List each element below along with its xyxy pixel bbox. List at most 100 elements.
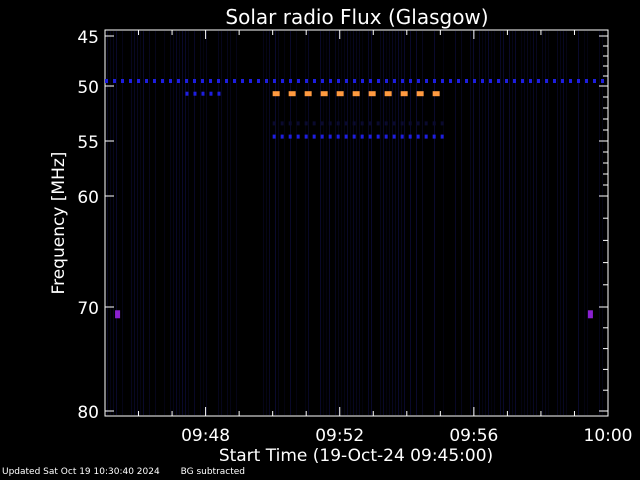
emission-segment xyxy=(280,134,284,139)
emission-segment xyxy=(305,79,308,83)
noise-streak xyxy=(140,31,141,415)
noise-streak xyxy=(389,31,390,415)
emission-segment xyxy=(288,91,296,97)
noise-streak xyxy=(395,31,396,415)
emission-segment xyxy=(193,91,197,96)
x-axis-label: Start Time (19-Oct-24 09:45:00) xyxy=(219,446,493,466)
noise-streak xyxy=(221,31,222,415)
emission-segment xyxy=(233,79,236,83)
emission-segment xyxy=(345,79,348,83)
emission-segment xyxy=(432,121,436,126)
noise-streak xyxy=(443,31,444,415)
noise-streak xyxy=(503,31,504,415)
emission-bands xyxy=(105,79,604,319)
noise-streak xyxy=(137,31,138,415)
emission-segment xyxy=(209,79,212,83)
emission-segment xyxy=(569,79,572,83)
emission-segment xyxy=(441,79,444,83)
noise-streak xyxy=(227,31,228,415)
emission-segment xyxy=(296,121,300,126)
emission-segment xyxy=(585,79,588,83)
noise-streak xyxy=(296,31,297,415)
emission-segment xyxy=(553,79,556,83)
noise-streak xyxy=(482,31,483,415)
noise-streak xyxy=(164,31,165,415)
noise-streak xyxy=(410,31,411,415)
noise-streak xyxy=(182,31,183,415)
noise-streak xyxy=(113,31,114,415)
emission-segment xyxy=(296,134,300,139)
emission-segment xyxy=(153,79,156,83)
emission-segment xyxy=(297,79,300,83)
noise-streak xyxy=(305,31,306,415)
noise-streak xyxy=(116,31,117,415)
noise-streak xyxy=(218,31,219,415)
emission-segment xyxy=(328,134,332,139)
emission-segment xyxy=(537,79,540,83)
emission-segment xyxy=(113,79,116,83)
noise-streak xyxy=(386,31,387,415)
noise-streak xyxy=(530,31,531,415)
noise-streak xyxy=(371,31,372,415)
emission-segment xyxy=(561,79,564,83)
emission-segment xyxy=(440,134,444,139)
noise-streak xyxy=(278,31,279,415)
noise-streak xyxy=(203,31,204,415)
emission-segment xyxy=(408,121,412,126)
emission-segment xyxy=(593,79,596,83)
noise-streak xyxy=(110,31,111,415)
noise-streak xyxy=(494,31,495,415)
emission-segment xyxy=(577,79,580,83)
emission-segment xyxy=(288,121,292,126)
emission-segment xyxy=(312,121,316,126)
emission-segment xyxy=(368,121,372,126)
y-axis: 45 50 55 60 70 80 xyxy=(77,28,608,423)
emission-segment xyxy=(177,79,180,83)
y-axis-label: Frequency [MHz] xyxy=(49,152,69,295)
noise-streak xyxy=(275,31,276,415)
emission-segment xyxy=(352,134,356,139)
noise-streak xyxy=(584,31,585,415)
emission-segment xyxy=(408,134,412,139)
emission-segment xyxy=(369,79,372,83)
noise-streak xyxy=(515,31,516,415)
noise-streak xyxy=(359,31,360,415)
emission-segment xyxy=(400,121,404,126)
noise-streak xyxy=(368,31,369,415)
noise-streak xyxy=(134,31,135,415)
noise-streak xyxy=(269,31,270,415)
emission-spot xyxy=(115,310,121,319)
emission-segment xyxy=(145,79,148,83)
x-tick-label: 09:56 xyxy=(449,426,498,446)
emission-segment xyxy=(432,91,440,97)
emission-segment xyxy=(344,121,348,126)
emission-segment xyxy=(360,121,364,126)
noise-streak xyxy=(587,31,588,415)
bg-note: BG subtracted xyxy=(180,467,246,477)
emission-segment xyxy=(601,79,604,83)
noise-streak xyxy=(434,31,435,415)
emission-segment xyxy=(273,79,276,83)
emission-segment xyxy=(432,134,436,139)
emission-segment xyxy=(392,134,396,139)
emission-segment xyxy=(384,134,388,139)
emission-segment xyxy=(336,134,340,139)
emission-segment xyxy=(272,91,280,97)
y-tick-label: 70 xyxy=(77,299,99,319)
emission-segment xyxy=(416,121,420,126)
emission-segment xyxy=(521,79,524,83)
emission-segment xyxy=(288,134,292,139)
noise-streak xyxy=(173,31,174,415)
emission-segment xyxy=(465,79,468,83)
emission-segment xyxy=(377,79,380,83)
emission-segment xyxy=(393,79,396,83)
emission-segment xyxy=(209,91,213,96)
y-tick-label: 60 xyxy=(77,188,99,208)
noise-streak xyxy=(341,31,342,415)
emission-segment xyxy=(313,79,316,83)
emission-segment xyxy=(529,79,532,83)
emission-segment xyxy=(401,79,404,83)
emission-segment xyxy=(376,121,380,126)
noise-streak xyxy=(326,31,327,415)
y-tick-label: 50 xyxy=(77,78,99,98)
